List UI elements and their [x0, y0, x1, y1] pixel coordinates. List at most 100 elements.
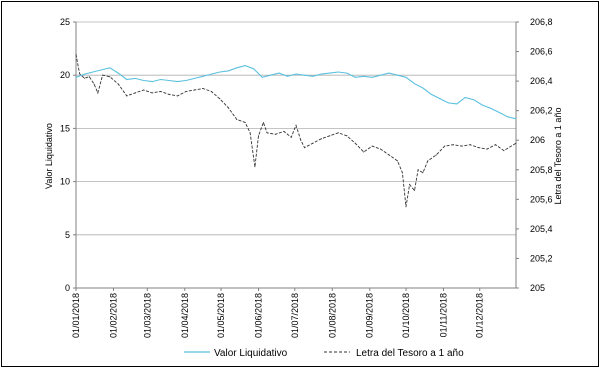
- data-point: [202, 75, 204, 77]
- data-point: [405, 76, 407, 78]
- data-point: [143, 89, 145, 91]
- data-point: [227, 107, 229, 109]
- legend-label-valor: Valor Liquidativo: [214, 348, 288, 359]
- data-point: [456, 103, 458, 105]
- data-point: [151, 92, 153, 94]
- axes: [75, 22, 517, 289]
- right-tick-label: 205,4: [530, 224, 553, 234]
- data-point: [337, 132, 339, 134]
- data-point: [109, 67, 111, 69]
- data-point: [295, 73, 297, 75]
- x-tick-label: 01/10/2018: [401, 293, 411, 338]
- data-point: [88, 76, 90, 78]
- data-point: [417, 169, 419, 171]
- data-point: [177, 81, 178, 83]
- data-point: [219, 71, 221, 73]
- x-tick-label: 01/08/2018: [327, 293, 337, 338]
- data-point: [337, 71, 339, 73]
- data-point: [262, 122, 264, 123]
- data-point: [320, 73, 322, 75]
- data-point: [266, 132, 268, 134]
- data-point: [270, 74, 272, 76]
- data-point: [495, 144, 496, 146]
- right-tick-label: 205,2: [530, 253, 553, 263]
- data-point: [75, 76, 77, 78]
- data-point: [143, 80, 145, 81]
- data-point: [202, 88, 204, 89]
- data-point: [253, 68, 255, 70]
- data-point: [329, 72, 331, 74]
- right-tick-label: 206,2: [530, 106, 553, 116]
- legend: Valor Liquidativo Letra del Tesoro a 1 a…: [184, 348, 464, 359]
- data-point: [109, 76, 111, 78]
- x-tick-label: 01/11/2018: [438, 293, 448, 337]
- data-point: [84, 73, 85, 75]
- data-point: [503, 150, 505, 152]
- series-line: [75, 54, 517, 207]
- data-point: [409, 184, 411, 186]
- data-point: [490, 107, 492, 109]
- left-axis-title: Valor Liquidativo: [44, 123, 54, 189]
- legend-label-letra: Letra del Tesoro a 1 año: [356, 348, 464, 359]
- data-point: [401, 172, 403, 174]
- data-point: [363, 75, 365, 77]
- right-tick-label: 205,8: [530, 165, 553, 175]
- data-point: [254, 166, 256, 168]
- series-1: [75, 65, 517, 120]
- data-point: [290, 136, 292, 138]
- data-point: [371, 76, 373, 78]
- left-tick-label: 20: [60, 70, 70, 80]
- data-point: [346, 135, 348, 137]
- data-point: [304, 74, 305, 76]
- data-point: [97, 92, 99, 94]
- data-point: [430, 93, 432, 95]
- data-point: [117, 83, 119, 85]
- data-point: [320, 138, 322, 140]
- x-tick-label: 01/09/2018: [365, 293, 375, 338]
- data-point: [79, 73, 81, 75]
- data-point: [507, 116, 508, 118]
- data-point: [312, 142, 314, 144]
- data-point: [102, 74, 104, 76]
- data-point: [278, 72, 280, 74]
- data-point: [93, 83, 95, 85]
- data-point: [84, 77, 85, 79]
- data-point: [194, 77, 195, 79]
- data-point: [435, 154, 437, 156]
- data-point: [444, 145, 446, 147]
- data-point: [346, 72, 348, 74]
- data-point: [464, 97, 466, 98]
- data-point: [498, 111, 500, 113]
- data-point: [354, 76, 356, 78]
- data-point: [160, 79, 162, 80]
- data-point: [312, 75, 314, 77]
- x-tick-label: 01/01/2018: [71, 293, 81, 338]
- data-point: [219, 98, 221, 100]
- series-2: [75, 54, 517, 208]
- data-point: [75, 54, 77, 55]
- x-tick-label: 01/12/2018: [475, 293, 485, 338]
- data-point: [134, 77, 136, 79]
- data-point: [422, 172, 424, 174]
- right-axis-title: Letra del Tesoro a 1 año: [553, 108, 563, 205]
- data-point: [300, 139, 302, 141]
- right-tick-label: 206,8: [530, 17, 553, 27]
- right-tick-label: 205,6: [530, 194, 553, 204]
- data-point: [427, 160, 429, 162]
- data-point: [249, 132, 251, 134]
- data-point: [397, 160, 398, 162]
- data-point: [405, 206, 407, 208]
- data-point: [244, 65, 246, 67]
- data-point: [92, 71, 94, 73]
- x-tick-label: 01/07/2018: [290, 293, 300, 338]
- data-point: [422, 87, 424, 89]
- x-axis-ticks: 01/01/2018 01/02/2018 01/03/2018 01/04/2018…: [71, 288, 485, 338]
- data-point: [452, 144, 454, 146]
- data-point: [236, 67, 238, 69]
- data-point: [261, 76, 263, 78]
- data-point: [397, 74, 398, 76]
- right-tick-label: 206: [530, 135, 545, 145]
- data-point: [126, 95, 128, 97]
- data-point: [515, 142, 517, 144]
